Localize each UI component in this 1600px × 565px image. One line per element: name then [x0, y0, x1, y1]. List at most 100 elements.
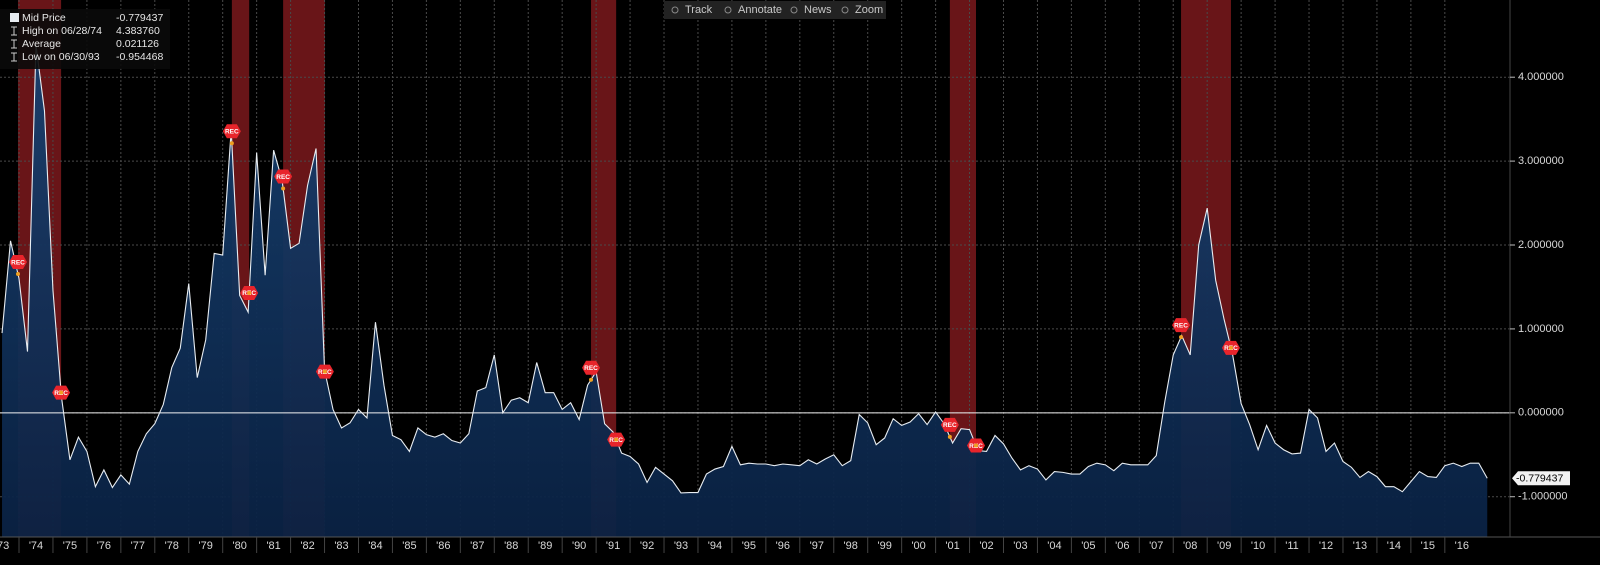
x-tick-label: '95 — [742, 540, 756, 552]
legend-background — [0, 9, 170, 69]
recession-badge — [1172, 318, 1191, 333]
x-tick-label: '86 — [436, 540, 450, 552]
toolbar: Track Annotate News Zoom — [664, 1, 886, 19]
x-tick-label: '02 — [979, 540, 993, 552]
x-tick-label: '11 — [1285, 540, 1299, 552]
toolbar-button[interactable]: Track — [671, 4, 713, 16]
recession-marker: REC — [222, 124, 241, 146]
toolbar-icon[interactable] — [724, 6, 732, 14]
x-tick-label: '04 — [1047, 540, 1061, 552]
plot-area — [0, 0, 1510, 538]
toolbar-label[interactable]: Track — [685, 4, 713, 16]
legend-value: -0.779437 — [116, 12, 163, 24]
x-tick-label: '15 — [1421, 540, 1435, 552]
x-tick-label: '81 — [266, 540, 280, 552]
recession-badge — [222, 124, 241, 139]
x-tick-label: '16 — [1455, 540, 1469, 552]
legend-icon — [11, 39, 17, 49]
recession-marker: REC — [967, 438, 986, 453]
y-tick-label: 2.000000 — [1518, 239, 1564, 251]
toolbar-icon[interactable] — [841, 6, 849, 14]
x-tick-label: '89 — [538, 540, 552, 552]
y-tick-label: 1.000000 — [1518, 323, 1564, 335]
series-line — [1, 44, 1488, 494]
x-tick-label: '05 — [1081, 540, 1095, 552]
x-tick-label: '82 — [300, 540, 314, 552]
x-tick-label: '78 — [165, 540, 179, 552]
legend-label: Average — [22, 38, 61, 50]
x-tick-label: '83 — [334, 540, 348, 552]
legend-icon — [11, 52, 17, 62]
x-tick-label: '92 — [640, 540, 654, 552]
recession-badge — [274, 169, 293, 184]
recession-point — [589, 377, 594, 382]
last-value-pointer — [1512, 471, 1570, 486]
recession-label: REC — [943, 422, 957, 429]
x-tick-label: '98 — [844, 540, 858, 552]
toolbar-button[interactable]: Annotate — [724, 4, 782, 16]
toolbar-label[interactable]: News — [804, 4, 832, 16]
x-tick-label: '75 — [63, 540, 77, 552]
x-tick-label: '13 — [1353, 540, 1367, 552]
recession-point — [15, 272, 20, 277]
toolbar-button[interactable]: Zoom — [841, 4, 883, 16]
legend-swatch — [10, 13, 19, 22]
recession-marker: REC — [315, 364, 334, 379]
legend-icon — [11, 26, 17, 36]
x-tick-label: '07 — [1149, 540, 1163, 552]
recession-marker: REC — [1172, 318, 1191, 340]
recession-point — [974, 443, 979, 448]
recession-label: REC — [276, 174, 290, 181]
x-tick-label: '99 — [878, 540, 892, 552]
toolbar-label[interactable]: Annotate — [738, 4, 782, 16]
recession-point — [1179, 335, 1184, 340]
x-tick-label: '80 — [232, 540, 246, 552]
x-tick-label: '96 — [776, 540, 790, 552]
x-tick-label: '97 — [810, 540, 824, 552]
recession-marker: REC — [52, 385, 71, 400]
last-value-label: -0.779437 — [1516, 472, 1563, 484]
recession-point — [1228, 345, 1233, 350]
toolbar-icon[interactable] — [790, 6, 798, 14]
toolbar-label[interactable]: Zoom — [855, 4, 883, 16]
y-tick-label: 4.000000 — [1518, 71, 1564, 83]
recession-marker: REC — [274, 169, 293, 191]
x-tick-label: '06 — [1115, 540, 1129, 552]
recession-marker: REC — [1221, 340, 1240, 355]
x-tick-label: '73 — [0, 540, 9, 552]
recession-point — [322, 369, 327, 374]
legend-label: High on 06/28/74 — [22, 25, 102, 37]
x-tick-label: '77 — [131, 540, 145, 552]
recession-point — [281, 186, 286, 191]
toolbar-button[interactable]: News — [790, 4, 832, 16]
recession-point — [614, 437, 619, 442]
x-tick-label: '12 — [1319, 540, 1333, 552]
x-tick-label: '91 — [606, 540, 620, 552]
legend-label: Mid Price — [22, 12, 66, 24]
x-tick-label: '88 — [504, 540, 518, 552]
recession-badge — [8, 255, 27, 270]
legend-value: 0.021126 — [116, 38, 159, 50]
legend-value: 4.383760 — [116, 25, 160, 37]
recession-label: REC — [11, 259, 25, 266]
recession-point — [947, 434, 952, 439]
recession-point — [247, 291, 252, 296]
area-fill — [2, 44, 1488, 538]
recession-marker: REC — [607, 432, 626, 447]
recession-marker: REC — [8, 255, 27, 277]
x-tick-label: '76 — [97, 540, 111, 552]
x-tick-label: '01 — [945, 540, 959, 552]
x-tick-label: '84 — [368, 540, 382, 552]
recession-marker: REC — [240, 286, 259, 301]
toolbar-icon[interactable] — [671, 6, 679, 14]
toolbar-background — [664, 1, 886, 19]
x-tick-label: '03 — [1013, 540, 1027, 552]
x-tick-label: '10 — [1251, 540, 1265, 552]
recession-marker: REC — [940, 417, 959, 439]
y-tick-label: 3.000000 — [1518, 155, 1564, 167]
x-tick-label: '00 — [911, 540, 925, 552]
recession-point — [229, 141, 234, 146]
legend: Mid Price -0.779437 High on 06/28/74 4.3837… — [0, 9, 170, 69]
